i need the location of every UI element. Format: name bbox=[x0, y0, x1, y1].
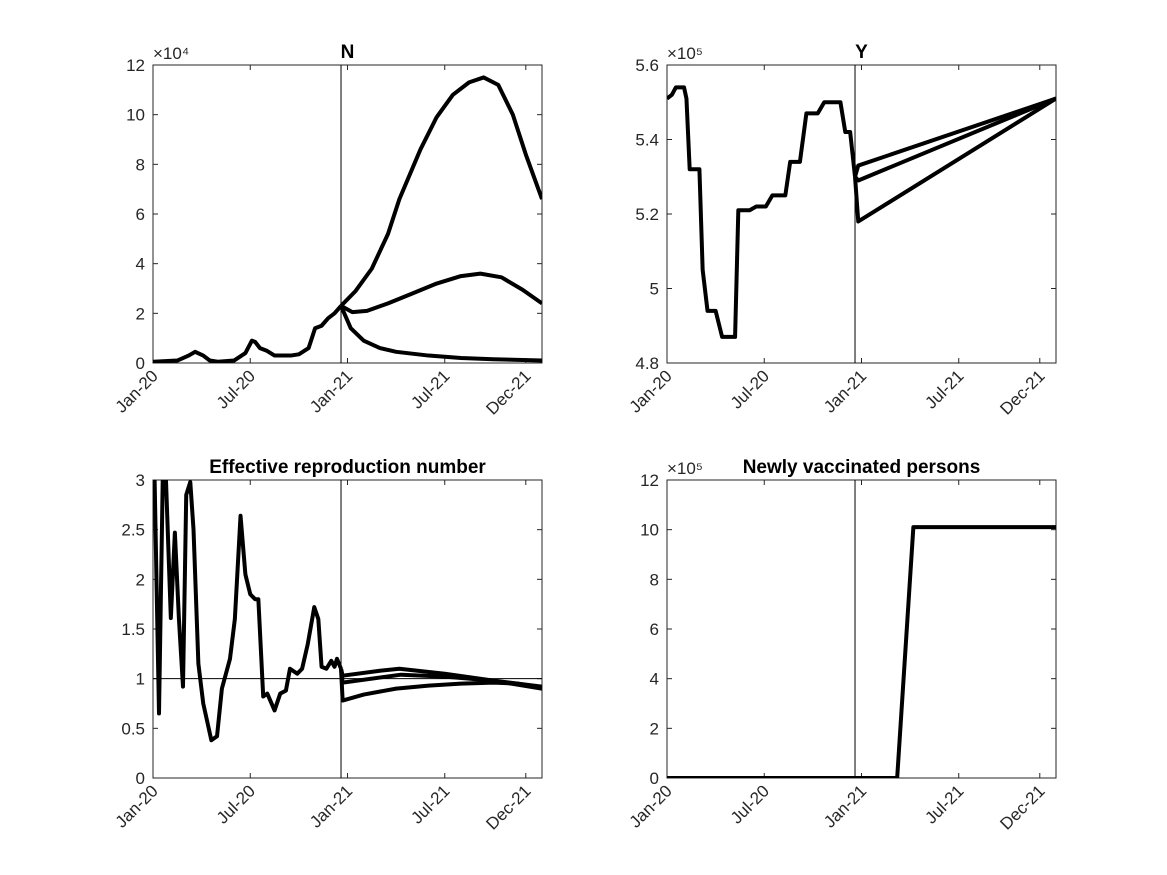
x-tick-label: Dec-21 bbox=[482, 366, 534, 418]
y-tick-label: 4.8 bbox=[635, 354, 659, 373]
data-line bbox=[667, 525, 1056, 778]
y-tick-label: 2 bbox=[136, 304, 145, 323]
y-exponent: ×10⁵ bbox=[667, 44, 703, 63]
x-tick-label: Dec-21 bbox=[996, 781, 1048, 833]
axes-box bbox=[666, 479, 1057, 779]
data-line bbox=[339, 668, 542, 703]
data-line bbox=[339, 305, 542, 363]
x-tick-label: Jul-20 bbox=[213, 366, 259, 412]
y-tick-label: 5.4 bbox=[635, 131, 659, 150]
data-line bbox=[340, 271, 542, 315]
subplot: 0 0.5 1 1.5 2 2.5 3 Jan-20 Jul-20 Jan-21 Jul-21 Dec… bbox=[112, 457, 543, 834]
data-line bbox=[153, 480, 343, 743]
y-tick-label: 0 bbox=[136, 769, 145, 788]
y-tick-label: 5 bbox=[650, 280, 659, 299]
x-tick-label: Jan-21 bbox=[306, 366, 356, 416]
axes-box bbox=[666, 64, 1057, 364]
y-tick-label: 5.6 bbox=[635, 56, 659, 75]
x-tick-label: Jul-21 bbox=[407, 781, 453, 827]
y-tick-label: 0.5 bbox=[121, 719, 145, 738]
y-tick-label: 5.2 bbox=[635, 205, 659, 224]
y-tick-label: 0 bbox=[136, 354, 145, 373]
chart-title: Effective reproduction number bbox=[209, 457, 486, 478]
chart-title: Newly vaccinated persons bbox=[743, 457, 981, 478]
chart-title: Y bbox=[855, 42, 868, 63]
y-tick-label: 2.5 bbox=[121, 521, 145, 540]
subplot: 0 2 4 6 8 10 12 Jan-20 Jul-20 Jan-21 Jul-21 Dec-21 ×… bbox=[112, 42, 543, 419]
x-tick-label: Jul-21 bbox=[921, 366, 967, 412]
y-tick-label: 8 bbox=[136, 155, 145, 174]
subplot: 4.8 5 5.2 5.4 5.6 Jan-20 Jul-20 Jan-21 Jul-21 Dec… bbox=[626, 42, 1057, 419]
y-tick-label: 6 bbox=[650, 620, 659, 639]
y-tick-label: 0 bbox=[650, 769, 659, 788]
x-tick-label: Jan-21 bbox=[820, 366, 870, 416]
y-tick-label: 1 bbox=[136, 670, 145, 689]
y-exponent: ×10⁵ bbox=[667, 459, 703, 478]
x-tick-label: Jul-20 bbox=[727, 366, 773, 412]
y-tick-label: 8 bbox=[650, 570, 659, 589]
x-tick-label: Dec-21 bbox=[482, 781, 534, 833]
x-tick-label: Jan-21 bbox=[820, 781, 870, 831]
x-tick-label: Jan-20 bbox=[626, 366, 676, 416]
y-tick-label: 12 bbox=[640, 471, 659, 490]
data-line bbox=[667, 85, 858, 339]
y-tick-label: 10 bbox=[126, 106, 145, 125]
y-tick-label: 2 bbox=[650, 719, 659, 738]
y-tick-label: 3 bbox=[136, 471, 145, 490]
y-tick-label: 12 bbox=[126, 56, 145, 75]
x-tick-label: Jan-20 bbox=[112, 781, 162, 831]
y-tick-label: 6 bbox=[136, 205, 145, 224]
x-tick-label: Jul-21 bbox=[921, 781, 967, 827]
x-tick-label: Jul-20 bbox=[727, 781, 773, 827]
data-line bbox=[153, 304, 343, 363]
x-tick-label: Jul-21 bbox=[407, 366, 453, 412]
x-tick-label: Jan-21 bbox=[306, 781, 356, 831]
x-tick-label: Jan-20 bbox=[626, 781, 676, 831]
y-tick-label: 10 bbox=[640, 521, 659, 540]
x-tick-label: Jul-20 bbox=[213, 781, 259, 827]
subplot: 0 2 4 6 8 10 12 Jan-20 Jul-20 Jan-21 Jul-21 Dec-21 ×… bbox=[626, 457, 1057, 834]
x-tick-label: Jan-20 bbox=[112, 366, 162, 416]
x-tick-label: Dec-21 bbox=[996, 366, 1048, 418]
y-tick-label: 2 bbox=[136, 570, 145, 589]
data-line bbox=[853, 96, 1056, 178]
y-tick-label: 1.5 bbox=[121, 620, 145, 639]
y-exponent: ×10⁴ bbox=[153, 44, 189, 63]
data-line bbox=[339, 75, 542, 308]
y-tick-label: 4 bbox=[650, 670, 659, 689]
data-line bbox=[853, 96, 1056, 224]
chart-title: N bbox=[341, 42, 355, 63]
axes-box bbox=[152, 64, 543, 364]
y-tick-label: 4 bbox=[136, 255, 145, 274]
